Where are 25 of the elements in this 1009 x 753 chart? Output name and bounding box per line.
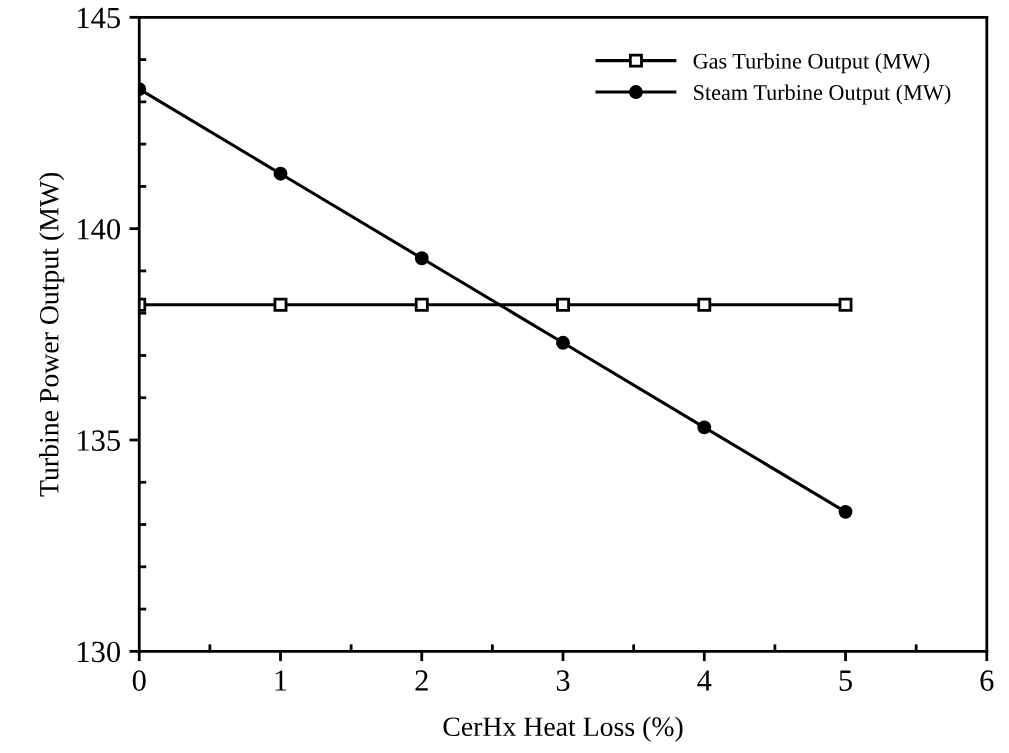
y-tick-label: 130 [78, 641, 121, 663]
point [273, 166, 288, 181]
point [414, 297, 429, 312]
x-tick-label: 6 [980, 670, 994, 691]
point [838, 504, 853, 519]
x-tick-label: 0 [132, 670, 146, 691]
x-tick-label: 3 [556, 670, 570, 691]
x-tick-label: 4 [697, 670, 712, 691]
point [414, 251, 429, 266]
y-tick-label: 145 [78, 7, 120, 29]
point [556, 335, 570, 350]
legend-label: Steam Turbine Output (MW) [694, 84, 951, 105]
point [697, 297, 712, 312]
x-tick-label: 2 [415, 670, 428, 691]
point [556, 297, 570, 312]
point [838, 297, 853, 312]
y-tick-label: 140 [78, 218, 121, 240]
y-tick-label: 135 [78, 430, 120, 451]
point [273, 297, 288, 312]
x-tick-label: 5 [839, 670, 852, 691]
y-axis-title: Turbine Power Output (MW) [39, 172, 65, 497]
x-tick-label: 1 [275, 670, 287, 691]
legend-label: Gas Turbine Output (MW) [693, 53, 930, 74]
point [697, 420, 712, 435]
x-axis-title: CerHx Heat Loss (%) [443, 716, 683, 742]
